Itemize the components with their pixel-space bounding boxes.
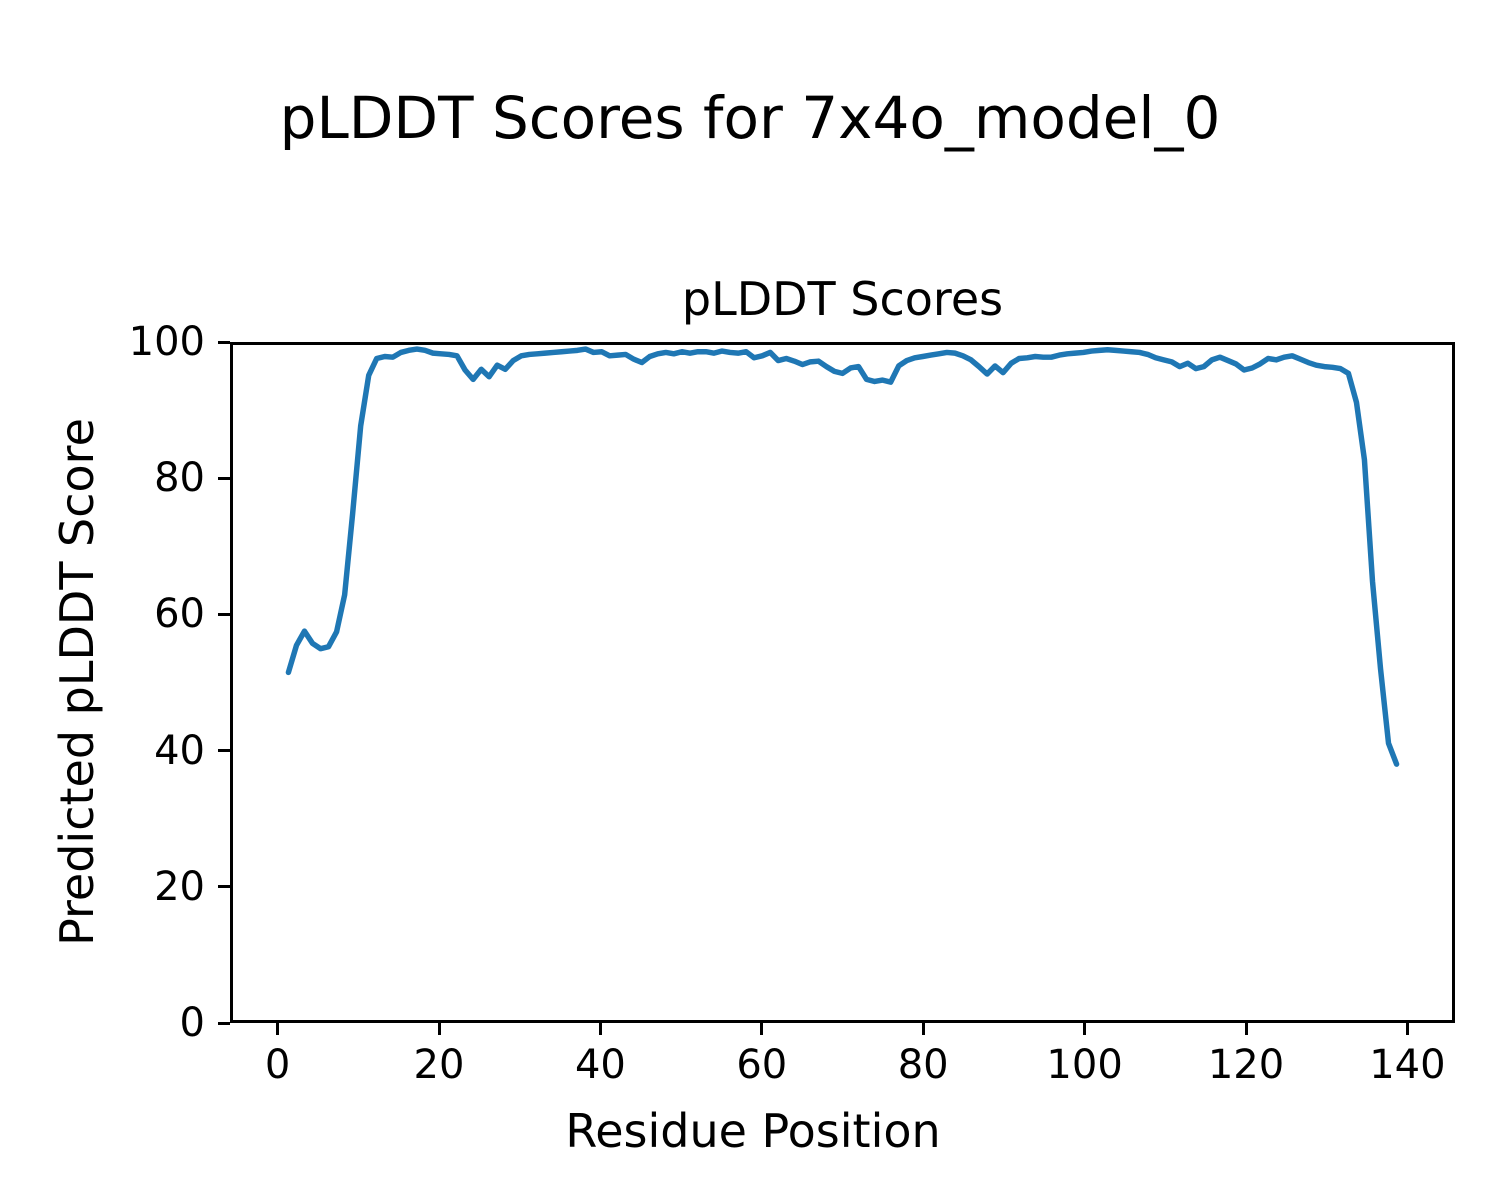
x-tick-label: 120 xyxy=(1207,1042,1285,1088)
x-tick-mark xyxy=(437,1023,441,1035)
y-tick-mark xyxy=(218,612,230,616)
y-tick-label: 100 xyxy=(128,319,205,365)
x-tick-mark xyxy=(1244,1023,1248,1035)
axes-title: pLDDT Scores xyxy=(681,272,1004,326)
y-tick-label: 60 xyxy=(154,591,205,638)
figure-suptitle: pLDDT Scores for 7x4o_model_0 xyxy=(279,84,1221,152)
x-tick-label: 0 xyxy=(264,1042,291,1088)
x-tick-label: 20 xyxy=(413,1042,465,1088)
x-axis-label: Residue Position xyxy=(565,1104,941,1158)
x-tick-label: 80 xyxy=(897,1042,949,1088)
x-tick-label: 60 xyxy=(736,1042,788,1088)
plddt-line-svg xyxy=(285,346,1400,767)
y-tick-label: 20 xyxy=(154,863,205,910)
y-tick-mark xyxy=(218,1021,230,1025)
x-tick-label: 100 xyxy=(1046,1042,1123,1088)
x-tick-mark xyxy=(598,1023,602,1035)
x-tick-label: 40 xyxy=(574,1042,626,1088)
x-tick-label: 140 xyxy=(1369,1042,1446,1088)
plddt-line xyxy=(285,346,1400,767)
y-tick-mark xyxy=(218,885,230,889)
y-tick-label: 80 xyxy=(154,455,205,502)
x-tick-mark xyxy=(921,1023,925,1035)
y-tick-label: 0 xyxy=(179,1000,205,1046)
x-tick-mark xyxy=(1083,1023,1087,1035)
plot-area xyxy=(230,342,1455,1023)
y-tick-mark xyxy=(218,476,230,480)
y-tick-label: 40 xyxy=(154,727,205,774)
x-tick-mark xyxy=(760,1023,764,1035)
y-tick-mark xyxy=(218,749,230,753)
x-tick-mark xyxy=(1405,1023,1409,1035)
y-tick-mark xyxy=(218,340,230,344)
x-tick-mark xyxy=(276,1023,280,1035)
y-axis-label: Predicted pLDDT Score xyxy=(50,418,104,946)
